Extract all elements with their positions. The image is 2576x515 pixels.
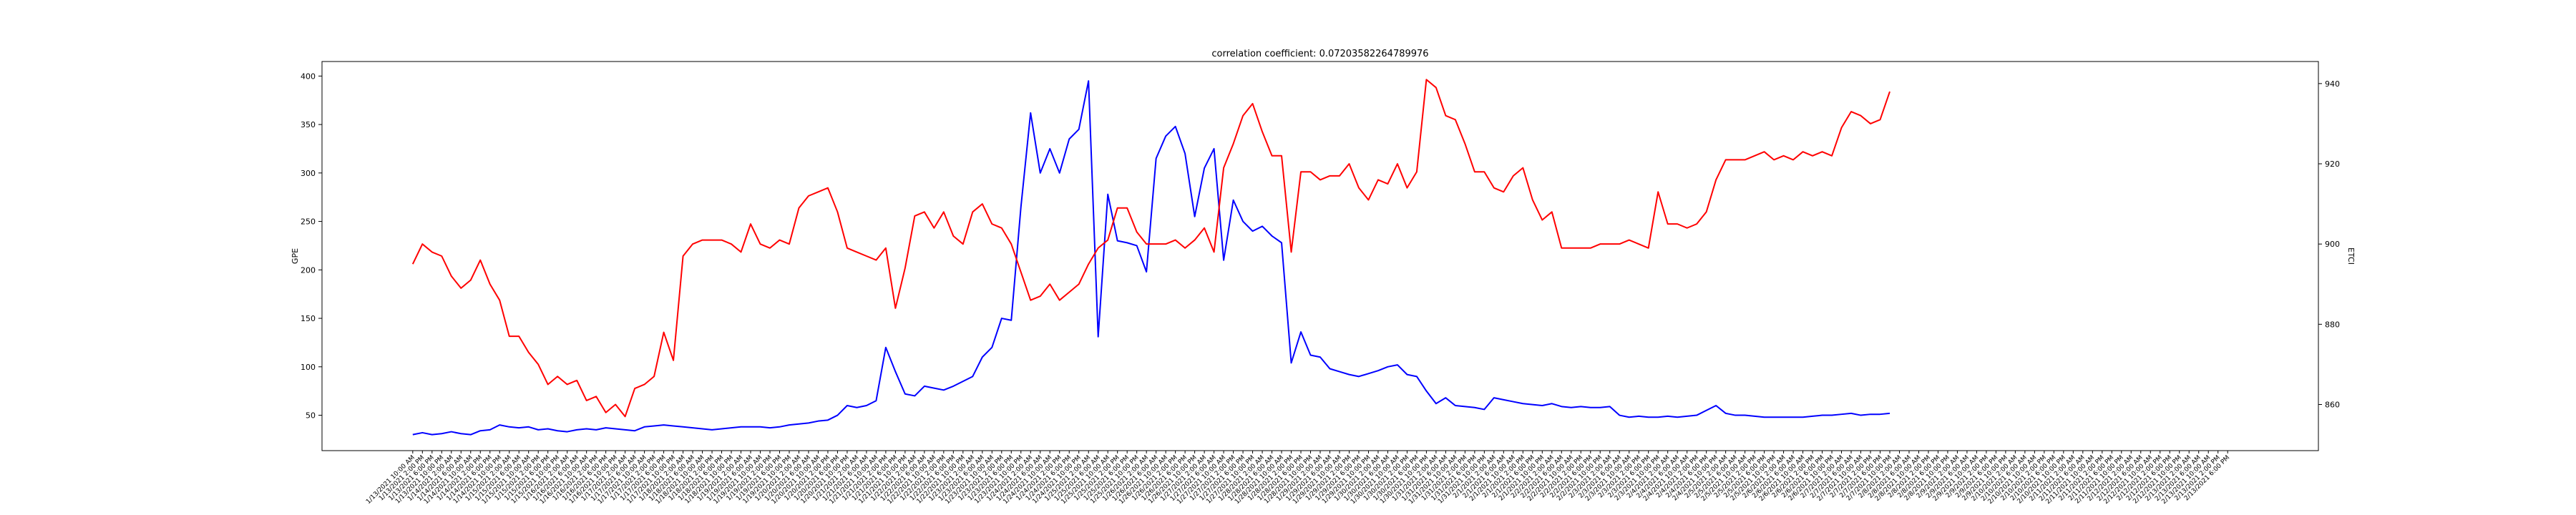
left-tick-label: 100 <box>301 363 316 372</box>
left-tick-label: 300 <box>301 169 316 178</box>
left-tick-label: 350 <box>301 120 316 129</box>
right-tick-label: 900 <box>2325 240 2340 249</box>
left-tick-label: 400 <box>301 72 316 81</box>
left-axis-label: GPE <box>291 248 300 264</box>
chart-title: correlation coefficient: 0.0720358226478… <box>1211 49 1428 59</box>
left-tick-label: 200 <box>301 265 316 275</box>
series-lines <box>411 79 1890 436</box>
left-tick-label: 250 <box>301 217 316 227</box>
right-tick-label: 920 <box>2325 160 2340 169</box>
right-tick-label: 940 <box>2325 79 2340 89</box>
right-tick-label: 860 <box>2325 401 2340 410</box>
plot-frame <box>321 61 2319 451</box>
series-line-gpe <box>412 80 1890 436</box>
right-axis-ticks: 860 880 900 920 940 <box>2318 79 2340 410</box>
right-axis-label: ETCI <box>2346 247 2356 265</box>
series-line-etci <box>411 79 1890 418</box>
x-axis-ticks: 1/13/2021 10:00 AM1/13/2021 2:00 PM1/13/… <box>365 451 2231 506</box>
left-tick-label: 50 <box>306 411 316 421</box>
left-tick-label: 150 <box>301 314 316 323</box>
right-tick-label: 880 <box>2325 320 2340 329</box>
left-axis-ticks: 50 100 150 200 250 300 350 400 <box>301 72 322 421</box>
